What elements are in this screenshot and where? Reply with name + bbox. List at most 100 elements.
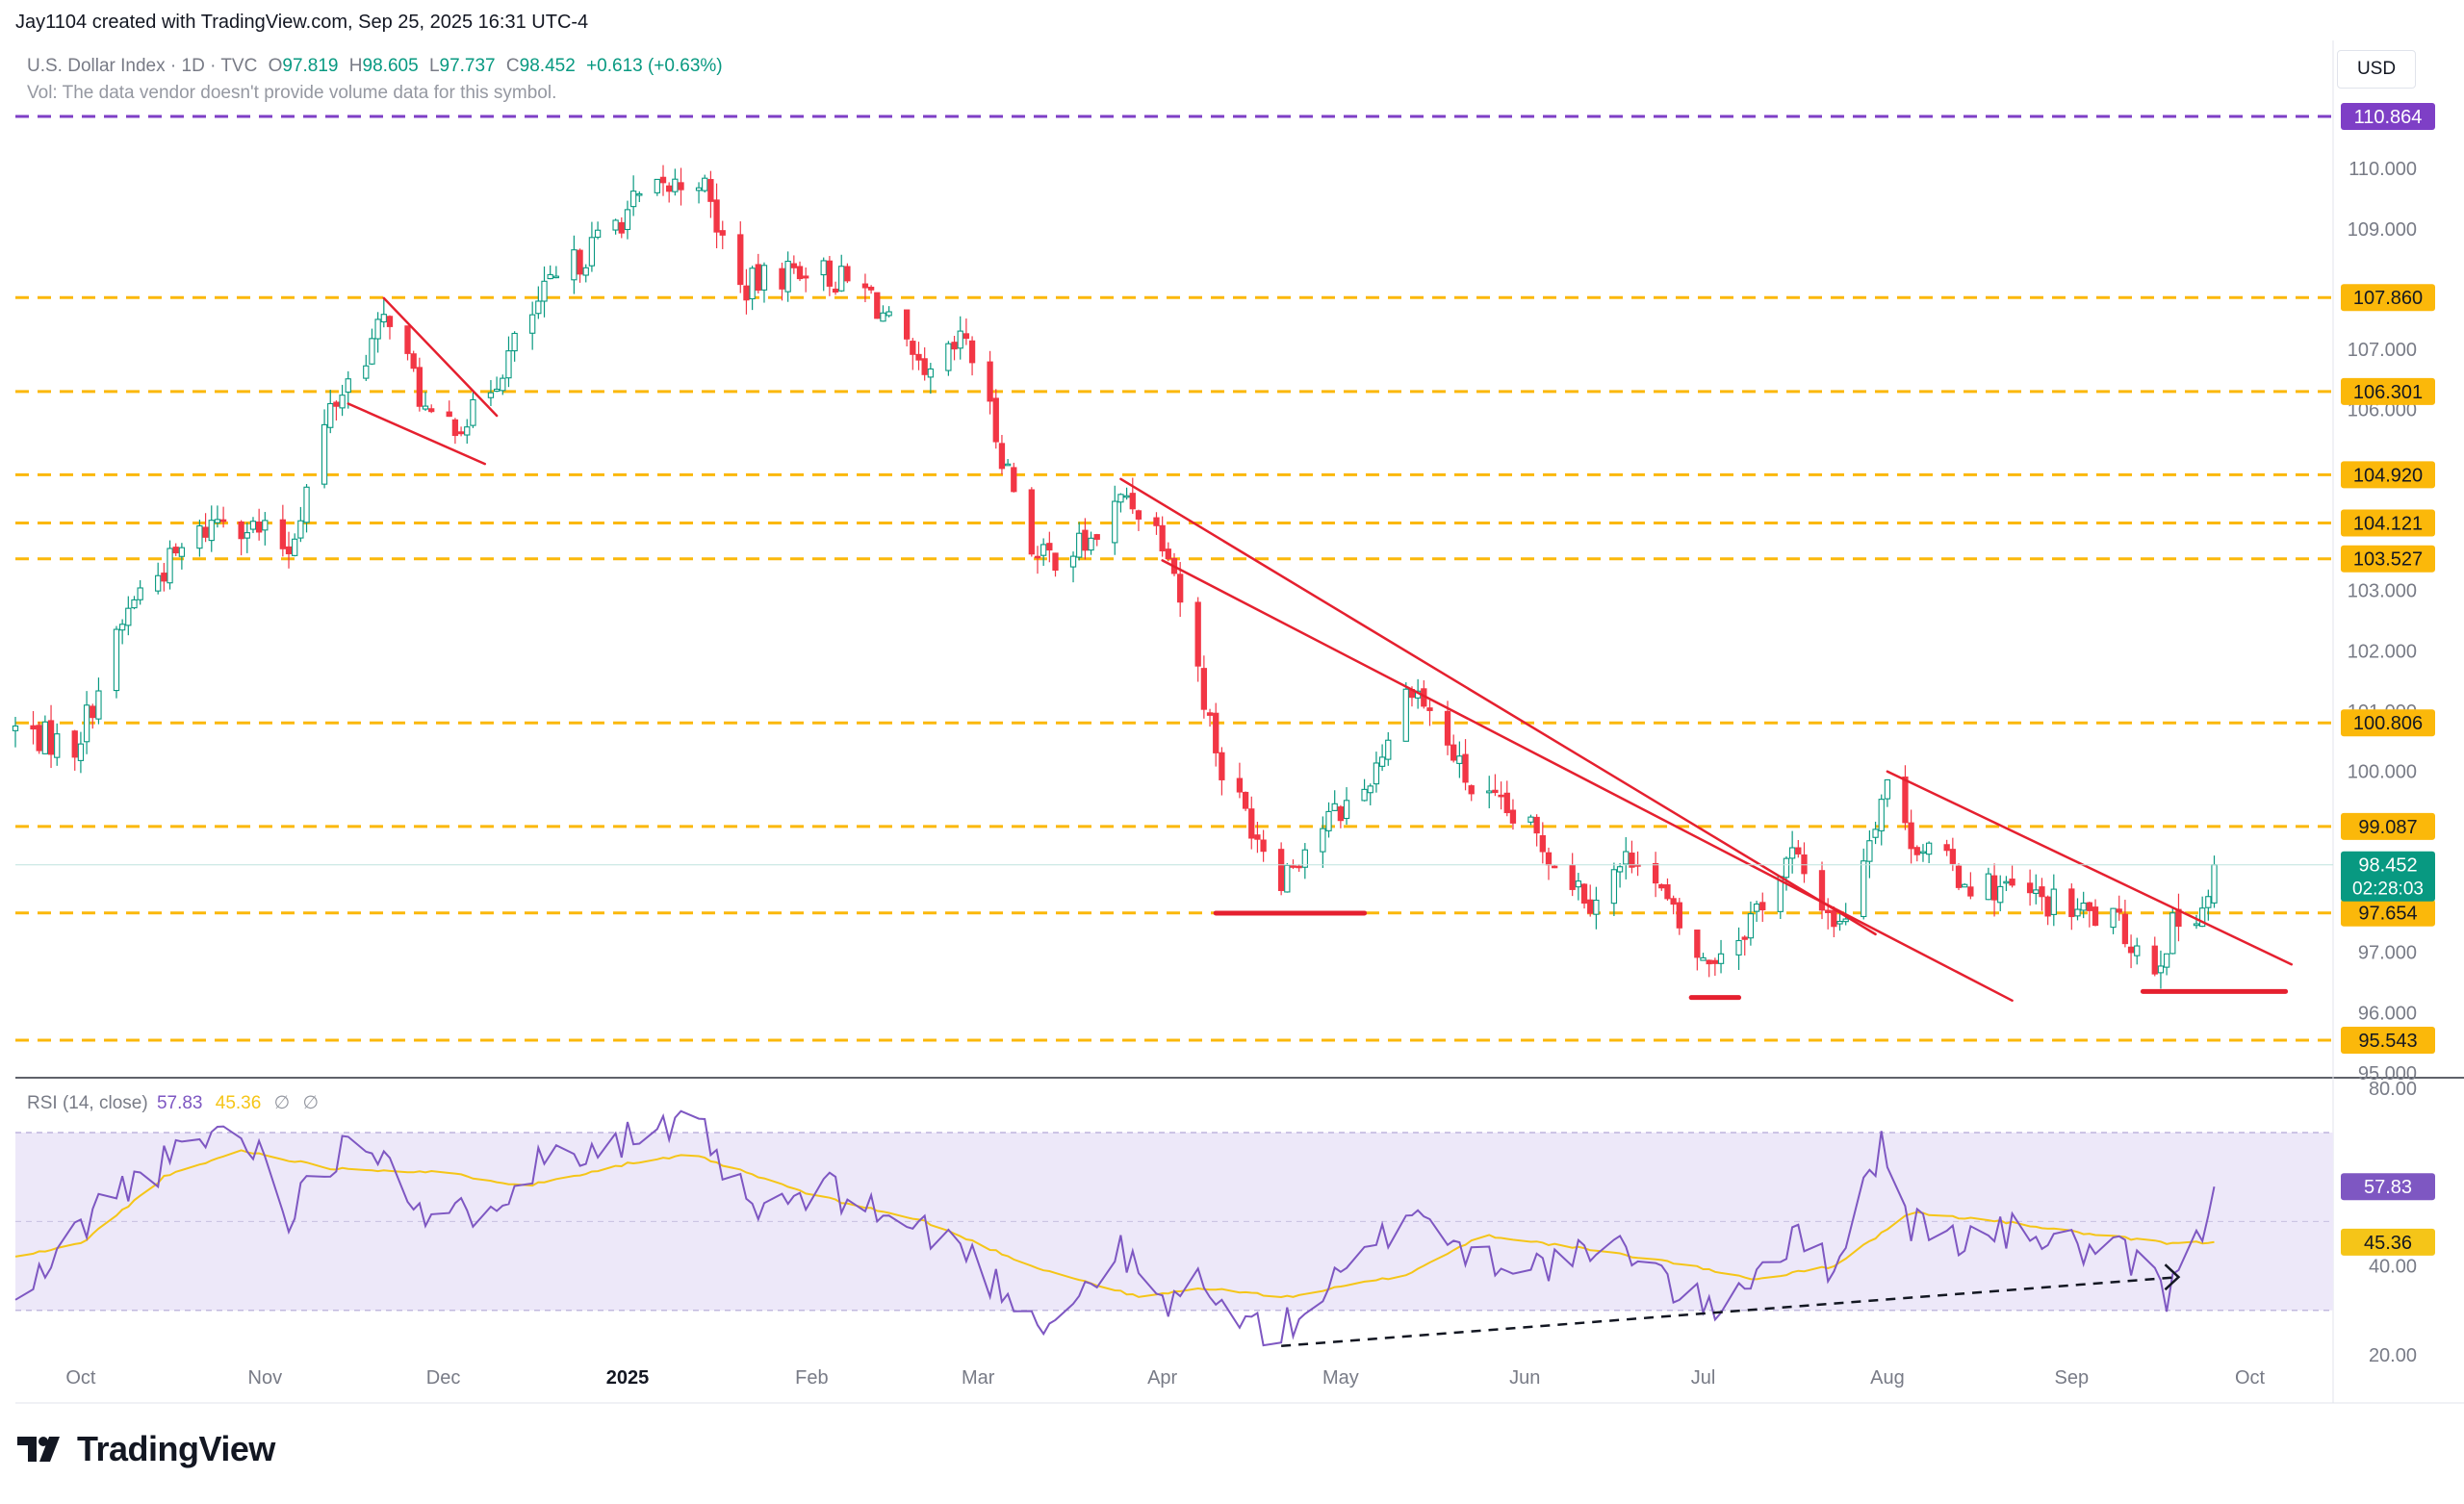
trendline-0[interactable] [382,296,499,418]
candle [1236,762,1244,799]
candle [1284,862,1291,893]
candle [2169,907,2176,955]
candle [83,691,90,754]
change-value: +0.613 (+0.63%) [586,56,723,76]
candle [2157,950,2165,989]
svg-text:98.452: 98.452 [2358,855,2417,877]
candle [672,168,679,196]
level-tag-9: 95.543 [2341,1026,2435,1054]
low-value: 97.737 [439,56,496,76]
candle [2003,876,2010,891]
svg-text:57.83: 57.83 [2364,1177,2412,1198]
candle [2080,891,2087,919]
svg-text:106.301: 106.301 [2353,382,2423,403]
candle [743,268,750,315]
candle [2044,895,2051,926]
candle [2086,902,2093,928]
candle [303,484,310,533]
candle [1462,739,1469,791]
candle [1117,493,1124,513]
candle [1456,741,1463,778]
candle [161,563,167,592]
trendline-1[interactable] [346,402,487,466]
candle [2205,889,2212,921]
currency-button[interactable]: USD [2337,50,2416,89]
candle [155,562,162,595]
candle [1367,783,1373,805]
candle [1878,794,1885,846]
candle [214,505,221,528]
tradingview-brand[interactable]: TradingView [17,1428,275,1470]
open-label: O [268,56,283,76]
candle [1676,898,1682,935]
candle [202,513,209,543]
price-tick-label-5: 102.000 [2348,641,2417,662]
candle [1206,708,1214,727]
candle [2151,936,2158,977]
price-tick-label-9: 96.000 [2358,1003,2417,1024]
candle [624,200,631,240]
svg-text:104.121: 104.121 [2353,513,2423,534]
candle [2193,914,2200,930]
candle [1004,458,1012,467]
candle [1088,531,1094,555]
trendline-4[interactable] [1886,770,2294,966]
candle [255,508,263,541]
candle [12,716,19,748]
candle [238,520,244,556]
symbol-title: U.S. Dollar Index · 1D · TVC [27,56,258,76]
trendline-2[interactable] [1119,477,1877,936]
candle [552,266,560,279]
low-label: L [428,56,440,76]
candle [464,419,471,445]
candle [1213,702,1219,767]
candle [861,273,869,303]
candle [1301,843,1308,879]
candle [1861,848,1867,920]
candle [1753,901,1760,923]
candle [1320,816,1326,868]
candle [1539,822,1546,864]
candle [178,543,186,570]
candle [844,263,851,284]
candle [500,374,506,395]
candle [1402,682,1409,742]
candle [404,325,411,361]
candle [1706,959,1712,978]
candle [1759,892,1766,923]
candle [422,392,429,411]
level-tag-7: 99.087 [2341,812,2435,840]
candle [713,183,720,249]
candle [826,255,834,296]
candle [1200,655,1208,719]
candle [125,596,132,636]
candle [321,409,328,489]
candle [2175,893,2182,942]
rsi-legend: RSI (14, close) 57.83 45.36 ∅ ∅ [27,1092,319,1114]
candle [2050,874,2057,927]
price-tick-label-3: 106.000 [2348,400,2417,421]
price-tick-label-1: 109.000 [2348,219,2417,241]
candle [333,400,340,421]
candle [1011,462,1017,493]
rsi-ma-value-tag: 45.36 [2341,1228,2435,1256]
candle [2127,934,2135,969]
candle [1509,799,1517,830]
candle [262,512,269,546]
candle [47,704,55,769]
trendline-3[interactable] [1161,559,2014,1003]
price-tick-label-4: 103.000 [2348,581,2417,602]
candle [95,677,102,725]
candle [470,389,476,428]
rsi-divergence-line[interactable] [1281,1275,2179,1348]
candle [1943,839,1950,856]
candle [1486,776,1493,809]
svg-text:97.654: 97.654 [2358,904,2417,925]
candle [1629,840,1635,874]
level-tag-2: 106.301 [2341,377,2435,405]
candle [779,262,785,301]
candle [790,255,797,274]
candle [629,175,637,217]
candle [962,318,970,345]
